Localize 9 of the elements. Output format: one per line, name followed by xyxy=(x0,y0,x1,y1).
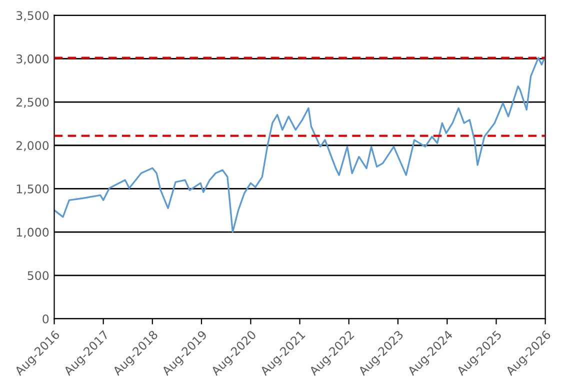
y-tick-label: 3,500 xyxy=(16,11,49,22)
y-tick-label: 2,000 xyxy=(16,141,49,152)
y-tick-label: 2,500 xyxy=(16,98,49,108)
line-series xyxy=(54,55,546,233)
y-tick-label: 3,000 xyxy=(16,54,49,65)
y-tick-label: 0 xyxy=(42,314,49,324)
y-tick-label: 500 xyxy=(28,271,49,280)
y-tick-label: 1,000 xyxy=(16,228,49,238)
y-tick-label: 1,500 xyxy=(16,184,49,195)
